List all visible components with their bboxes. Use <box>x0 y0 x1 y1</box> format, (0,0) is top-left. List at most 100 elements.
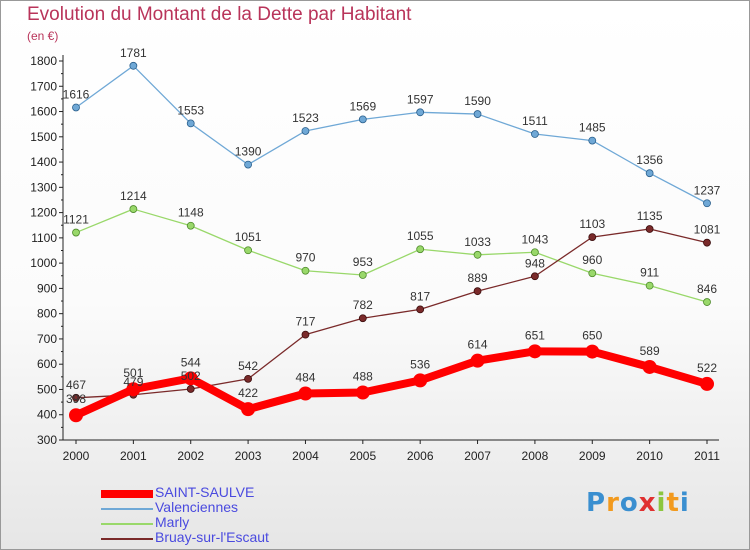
series-line <box>72 347 711 420</box>
data-label: 1569 <box>349 99 376 113</box>
y-tick-label: 1800 <box>30 54 57 68</box>
legend-swatch <box>101 508 153 510</box>
x-tick-label: 2003 <box>235 449 262 463</box>
x-tick-label: 2005 <box>349 449 376 463</box>
data-label: 948 <box>525 256 545 270</box>
data-label: 614 <box>468 338 488 352</box>
data-point <box>358 271 367 279</box>
data-label: 1356 <box>636 153 663 167</box>
data-point <box>129 61 138 70</box>
data-label: 1523 <box>292 111 319 125</box>
data-point <box>703 238 711 247</box>
data-point <box>531 248 539 257</box>
y-tick-label: 600 <box>37 357 57 371</box>
data-point <box>416 245 425 254</box>
data-label: 1590 <box>464 94 491 108</box>
legend-label: Bruay-sur-l'Escaut <box>155 529 269 545</box>
data-label: 970 <box>295 251 315 265</box>
y-tick-label: 1400 <box>30 155 57 169</box>
data-label: 651 <box>525 328 545 342</box>
y-tick-label: 1700 <box>30 79 57 93</box>
data-point <box>531 130 539 138</box>
x-tick-label: 2000 <box>63 449 90 463</box>
legend-swatch <box>101 523 153 525</box>
data-label: 522 <box>697 361 717 375</box>
data-label: 960 <box>582 253 602 267</box>
y-tick-label: 1100 <box>31 231 57 245</box>
data-point <box>183 371 198 386</box>
data-point <box>301 127 310 135</box>
x-tick-label: 2007 <box>464 449 491 463</box>
data-point <box>69 408 83 423</box>
data-label: 911 <box>640 266 659 280</box>
data-label: 1148 <box>178 206 204 220</box>
logo-letter: t <box>666 488 680 518</box>
logo-letter: o <box>619 488 639 518</box>
y-tick-label: 1200 <box>30 206 57 220</box>
proxiti-logo: Proxiti <box>586 488 690 518</box>
data-point <box>703 298 711 306</box>
data-label: 1597 <box>407 92 434 106</box>
x-tick-label: 2009 <box>579 449 606 463</box>
legend-label: Valenciennes <box>155 499 239 515</box>
y-tick-label: 1500 <box>30 130 57 144</box>
data-label: 1043 <box>522 232 549 246</box>
y-tick-label: 400 <box>37 408 57 422</box>
data-point <box>700 376 714 391</box>
data-point <box>473 250 482 259</box>
legend-item: Bruay-sur-l'Escaut <box>101 529 331 547</box>
data-point <box>186 385 195 393</box>
data-label: 846 <box>697 282 717 296</box>
data-label: 536 <box>410 357 430 371</box>
data-point <box>588 233 597 242</box>
data-point <box>241 402 256 417</box>
data-label: 502 <box>181 369 201 383</box>
data-label: 1055 <box>407 229 434 243</box>
x-tick-label: 2008 <box>522 449 549 463</box>
data-point <box>473 110 482 118</box>
data-point <box>413 373 428 388</box>
data-label: 1081 <box>694 223 721 237</box>
x-tick-label: 2006 <box>407 449 434 463</box>
data-label: 1616 <box>63 87 90 101</box>
data-label: 1237 <box>694 183 721 197</box>
logo-letter: i <box>656 488 667 518</box>
data-point <box>244 246 252 255</box>
legend-label: SAINT-SAULVE <box>155 484 255 500</box>
data-label: 1511 <box>522 114 548 128</box>
data-point <box>355 385 370 400</box>
x-tick-label: 2001 <box>120 449 147 463</box>
data-label: 1781 <box>120 46 147 60</box>
series-line <box>75 65 708 204</box>
data-point <box>358 314 367 323</box>
data-point <box>585 344 600 359</box>
legend-swatch <box>101 490 153 498</box>
data-label: 1135 <box>637 209 663 223</box>
data-label: 817 <box>410 289 430 303</box>
data-point <box>186 119 195 128</box>
legend-label: Marly <box>155 514 190 530</box>
data-point <box>301 330 310 339</box>
data-label: 479 <box>123 375 143 389</box>
data-point <box>645 281 654 290</box>
y-tick-label: 300 <box>37 433 57 447</box>
data-point <box>126 382 141 397</box>
data-point <box>645 225 654 233</box>
data-point <box>129 205 138 213</box>
legend-item: Valenciennes <box>101 499 331 517</box>
data-point <box>72 228 80 237</box>
y-tick-label: 800 <box>37 307 57 321</box>
data-label: 1485 <box>579 121 606 135</box>
data-label: 1121 <box>63 213 89 227</box>
data-point <box>531 272 539 281</box>
y-tick-label: 1300 <box>30 180 57 194</box>
logo-letter: i <box>679 488 690 518</box>
data-label: 398 <box>66 392 86 406</box>
x-tick-label: 2011 <box>694 449 720 463</box>
data-label: 544 <box>181 355 201 369</box>
data-point <box>358 115 367 124</box>
data-point <box>72 393 80 402</box>
data-point <box>298 386 313 401</box>
x-tick-label: 2010 <box>636 449 663 463</box>
